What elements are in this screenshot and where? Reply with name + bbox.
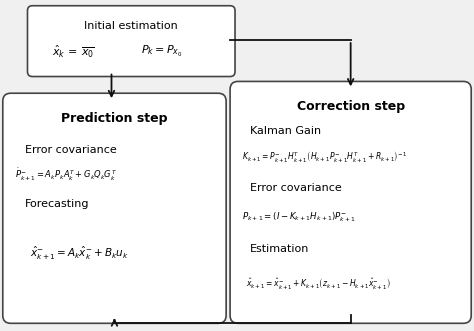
Text: Correction step: Correction step (297, 101, 405, 114)
Text: Prediction step: Prediction step (61, 112, 168, 125)
Text: $P_{k+1} = \left(I - K_{k+1}H_{k+1}\right)P^{-}_{k+1}$: $P_{k+1} = \left(I - K_{k+1}H_{k+1}\righ… (242, 211, 356, 224)
Text: $\hat{x}_{k}\, =\, \overline{x_0}$: $\hat{x}_{k}\, =\, \overline{x_0}$ (52, 44, 95, 60)
Text: $\dot{P}^{-}_{k+1} = A_k P_k A_k^T + G_k Q_k G_k^T$: $\dot{P}^{-}_{k+1} = A_k P_k A_k^T + G_k… (15, 166, 117, 183)
Text: Error covariance: Error covariance (250, 183, 342, 193)
FancyBboxPatch shape (27, 6, 235, 76)
FancyBboxPatch shape (230, 81, 471, 323)
Text: $P_{k} = P_{x_0}$: $P_{k} = P_{x_0}$ (141, 44, 183, 60)
Text: Error covariance: Error covariance (25, 145, 116, 155)
Text: Forecasting: Forecasting (25, 199, 89, 209)
Text: $\hat{x}^{-}_{k+1} = A_k \hat{x}^{-}_{k} + B_k u_k$: $\hat{x}^{-}_{k+1} = A_k \hat{x}^{-}_{k}… (30, 245, 129, 262)
Text: Kalman Gain: Kalman Gain (250, 125, 321, 136)
Text: Initial estimation: Initial estimation (84, 22, 178, 31)
Text: $\hat{x}_{k+1} = \hat{x}^{-}_{k+1} + K_{k+1}\left(z_{k+1} - H_{k+1}\hat{x}^{-}_{: $\hat{x}_{k+1} = \hat{x}^{-}_{k+1} + K_{… (246, 276, 391, 292)
Text: $K_{k+1} = P^{-}_{k+1}H^T_{k+1}\left(H_{k+1}P^{-}_{k+1}H^T_{k+1}+R_{k+1}\right)^: $K_{k+1} = P^{-}_{k+1}H^T_{k+1}\left(H_{… (242, 149, 407, 164)
FancyBboxPatch shape (3, 93, 226, 323)
Text: Estimation: Estimation (250, 244, 309, 254)
